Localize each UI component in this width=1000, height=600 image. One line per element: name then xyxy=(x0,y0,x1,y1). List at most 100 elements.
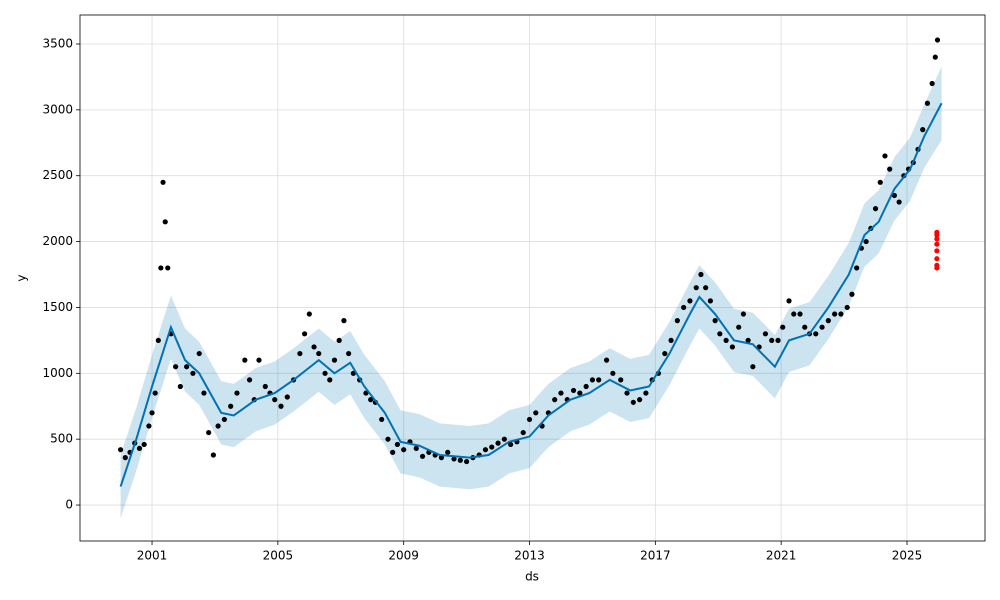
observed-point xyxy=(707,298,713,304)
observed-point xyxy=(228,403,234,409)
observed-point xyxy=(160,179,166,185)
observed-point xyxy=(122,455,128,461)
observed-point xyxy=(802,324,808,330)
observed-point xyxy=(891,192,898,199)
observed-point xyxy=(215,423,221,429)
observed-point xyxy=(896,199,902,205)
observed-point xyxy=(750,364,756,370)
observed-point xyxy=(703,285,709,291)
observed-point xyxy=(681,304,687,311)
observed-point xyxy=(190,370,196,376)
observed-point xyxy=(920,127,926,133)
observed-point xyxy=(401,447,407,453)
observed-point xyxy=(838,311,844,317)
observed-point xyxy=(508,441,514,448)
observed-point xyxy=(201,390,207,396)
observed-point xyxy=(596,377,602,383)
observed-point xyxy=(346,350,352,357)
observed-point xyxy=(723,337,729,343)
observed-point xyxy=(924,100,931,106)
x-axis-label: ds xyxy=(525,570,539,584)
observed-point xyxy=(165,265,171,271)
observed-point xyxy=(206,429,212,436)
observed-point xyxy=(610,370,616,376)
observed-point xyxy=(668,337,674,343)
observed-point xyxy=(819,324,825,330)
observed-point xyxy=(501,436,507,442)
observed-point xyxy=(872,206,879,212)
observed-point xyxy=(854,265,860,271)
observed-point xyxy=(780,324,786,330)
observed-point xyxy=(577,390,583,396)
observed-point xyxy=(278,403,284,409)
observed-point xyxy=(242,357,248,363)
observed-point xyxy=(637,397,643,403)
observed-point xyxy=(117,447,124,453)
observed-point xyxy=(152,390,158,396)
observed-point xyxy=(489,444,495,450)
y-tick-label: 0 xyxy=(65,498,73,512)
observed-point xyxy=(729,344,736,350)
observed-point xyxy=(934,37,941,43)
test-point xyxy=(934,248,940,254)
observed-point xyxy=(863,238,869,245)
y-tick-label: 2500 xyxy=(42,168,73,182)
observed-point xyxy=(390,449,396,455)
test-point xyxy=(934,241,940,247)
observed-point xyxy=(769,337,775,343)
observed-point xyxy=(589,377,596,383)
observed-point xyxy=(797,311,803,317)
observed-point xyxy=(463,458,470,465)
observed-point xyxy=(368,397,374,403)
y-tick-label: 500 xyxy=(50,432,73,446)
observed-point xyxy=(687,298,693,304)
observed-point xyxy=(533,410,539,416)
uncertainty-band xyxy=(120,66,942,519)
observed-point xyxy=(385,436,391,442)
observed-point xyxy=(813,331,819,337)
observed-point xyxy=(394,441,400,448)
observed-point xyxy=(887,166,893,172)
observed-point xyxy=(149,410,155,416)
observed-point xyxy=(196,350,202,357)
x-tick-label: 2013 xyxy=(514,549,545,563)
observed-point xyxy=(306,311,312,317)
observed-point xyxy=(297,350,303,357)
observed-point xyxy=(583,383,589,390)
observed-point xyxy=(413,445,419,451)
observed-point xyxy=(552,397,558,403)
y-tick-label: 3500 xyxy=(42,36,73,50)
observed-point xyxy=(849,291,855,297)
observed-point xyxy=(136,445,143,451)
observed-point xyxy=(256,357,262,363)
observed-point xyxy=(832,311,838,317)
x-tick-label: 2005 xyxy=(263,549,294,563)
observed-point xyxy=(184,364,190,370)
observed-point xyxy=(457,457,463,463)
observed-point xyxy=(775,337,781,343)
observed-point xyxy=(173,364,179,370)
observed-point xyxy=(929,80,935,87)
test-point xyxy=(934,229,940,235)
observed-point xyxy=(341,318,347,324)
observed-point xyxy=(482,447,489,453)
x-tick-label: 2009 xyxy=(388,549,419,563)
plot-area xyxy=(80,15,985,541)
observed-point xyxy=(791,311,797,317)
observed-point xyxy=(445,449,451,455)
x-tick-label: 2017 xyxy=(640,549,671,563)
observed-point xyxy=(698,271,704,278)
test-point xyxy=(934,236,940,242)
observed-point xyxy=(419,453,426,459)
y-tick-label: 1000 xyxy=(42,366,73,380)
observed-point xyxy=(162,219,168,225)
x-tick-label: 2021 xyxy=(766,549,797,563)
observed-point xyxy=(322,370,328,376)
observed-point xyxy=(438,455,445,461)
observed-point xyxy=(618,377,624,383)
observed-point xyxy=(712,318,718,324)
y-tick-label: 3000 xyxy=(42,102,73,116)
observed-point xyxy=(177,383,183,390)
observed-point xyxy=(825,318,831,324)
